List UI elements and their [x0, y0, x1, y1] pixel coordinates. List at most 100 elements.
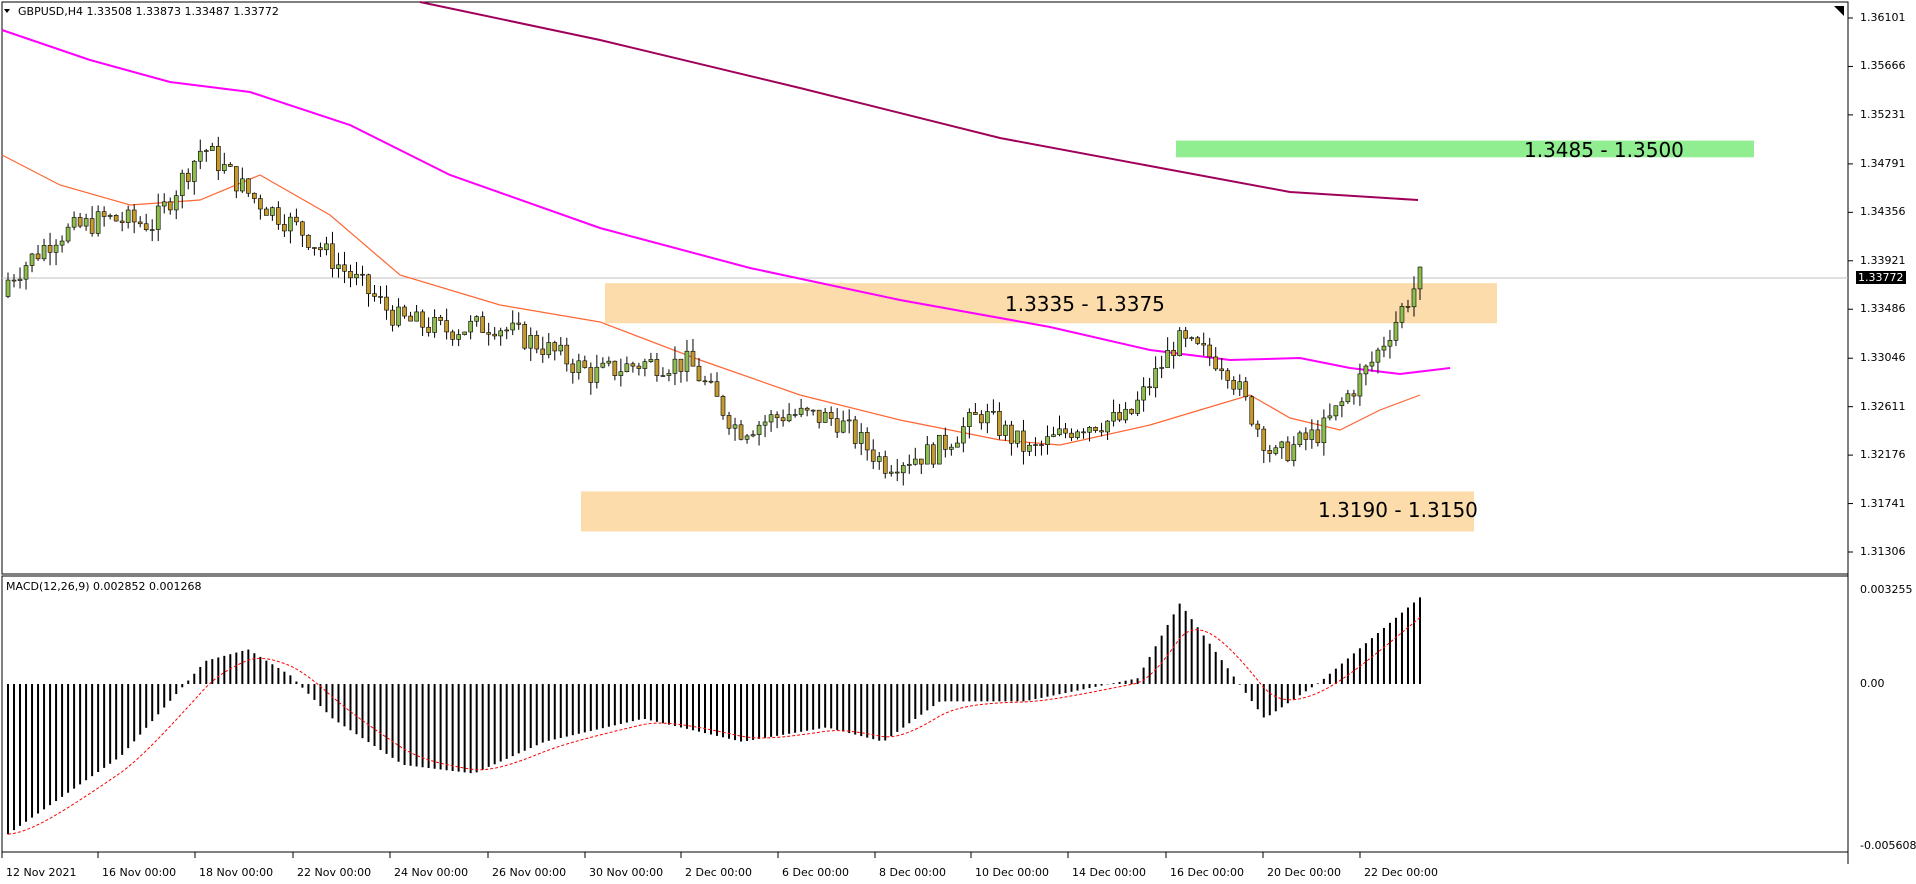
candle-body: [414, 311, 419, 322]
candle-body: [576, 360, 582, 373]
candle-body: [1135, 399, 1140, 414]
candle-body: [720, 396, 726, 416]
candle-body: [486, 332, 491, 335]
candle-body: [1309, 429, 1315, 440]
time-axis-label: 20 Dec 00:00: [1267, 866, 1341, 879]
candle-body: [864, 432, 870, 451]
macd-signal-line: [7, 617, 1421, 835]
candle-body: [1411, 288, 1417, 308]
candle-body: [780, 417, 786, 422]
candle-body: [925, 444, 930, 465]
candle-body: [1369, 361, 1375, 367]
candle-body: [1141, 386, 1146, 401]
candle-body: [1129, 408, 1134, 414]
candle-body: [570, 363, 576, 373]
time-axis-label: 22 Dec 00:00: [1364, 866, 1438, 879]
candle-body: [215, 145, 221, 171]
candle-body: [750, 434, 756, 437]
candle-body: [173, 195, 179, 211]
candle-body: [552, 342, 558, 352]
candle-body: [798, 407, 804, 415]
candle-body: [23, 265, 29, 280]
candle-body: [1327, 415, 1333, 419]
candle-body: [11, 279, 17, 282]
candle-body: [582, 360, 588, 368]
candle-body: [961, 426, 966, 444]
candle-body: [1201, 343, 1206, 346]
candle-body: [666, 373, 672, 376]
candle-body: [438, 316, 443, 321]
candle-body: [786, 414, 792, 422]
candle-body: [630, 363, 636, 367]
moving-average-lines: [1, 1, 1451, 446]
candle-body: [240, 178, 245, 192]
candle-body: [1123, 408, 1128, 421]
price-scale-label: 1.36101: [1860, 11, 1906, 24]
candle-body: [534, 334, 540, 350]
candle-body: [1405, 306, 1411, 308]
candle-body: [336, 264, 341, 269]
candle-body: [1033, 444, 1038, 446]
candle-body: [179, 172, 185, 196]
candle-body: [876, 456, 882, 462]
candle-body: [528, 334, 534, 349]
candle-body: [822, 412, 828, 423]
candle-body: [606, 360, 612, 364]
candle-body: [1351, 393, 1357, 397]
candle-body: [1321, 417, 1327, 444]
candle-body: [318, 247, 323, 251]
zone-label: 1.3335 - 1.3375: [1005, 292, 1165, 316]
candle-body: [95, 211, 101, 234]
price-scale-label: 1.32611: [1860, 399, 1906, 413]
time-axis-label: 12 Nov 2021: [6, 866, 77, 879]
price-scale-label: 1.33921: [1860, 253, 1906, 267]
candle-body: [1159, 367, 1164, 369]
candle-body: [1279, 441, 1285, 449]
candle-body: [444, 320, 449, 333]
candle-body: [1075, 431, 1080, 438]
candle-body: [792, 414, 798, 416]
candle-body: [1081, 431, 1086, 434]
time-axis-label: 30 Nov 00:00: [589, 866, 664, 879]
candle-body: [642, 361, 648, 369]
candle-body: [955, 442, 960, 448]
candle-body: [1213, 356, 1219, 370]
candle-body: [222, 164, 227, 171]
candle-body: [480, 316, 485, 333]
candle-body: [1165, 349, 1170, 368]
candle-body: [1039, 444, 1044, 446]
candle-body: [858, 432, 864, 444]
candle-body: [83, 218, 89, 227]
candle-body: [1333, 405, 1339, 417]
candle-body: [558, 344, 564, 352]
candle-body: [1363, 365, 1369, 375]
candle-body: [5, 279, 11, 297]
ma-fast-line: [1, 154, 1421, 446]
candle-body: [71, 217, 77, 228]
candle-body: [588, 367, 594, 383]
candle-body: [1063, 428, 1068, 434]
time-axis-label: 14 Dec 00:00: [1072, 866, 1146, 879]
axis-ticks: [1, 17, 1853, 858]
candle-body: [137, 221, 143, 225]
candle-body: [600, 362, 606, 368]
candle-body: [342, 264, 347, 272]
dropdown-arrow-icon[interactable]: [4, 9, 10, 13]
price-scale-label: 1.34791: [1860, 156, 1906, 170]
ma-mid-line: [1, 29, 1451, 376]
candle-body: [804, 407, 810, 411]
candle-body: [1393, 321, 1399, 341]
candle-body: [324, 243, 329, 251]
symbol-info-label: GBPUSD,H4 1.33508 1.33873 1.33487 1.3377…: [18, 5, 279, 18]
candle-body: [846, 419, 852, 422]
zone-label: 1.3190 - 1.3150: [1318, 498, 1478, 522]
candle-body: [77, 217, 83, 227]
macd-signal-polyline: [7, 617, 1421, 835]
candle-body: [149, 229, 155, 231]
candle-body: [1381, 345, 1387, 351]
candle-body: [300, 221, 305, 236]
candle-body: [1087, 427, 1092, 433]
candle-body: [1105, 420, 1110, 433]
